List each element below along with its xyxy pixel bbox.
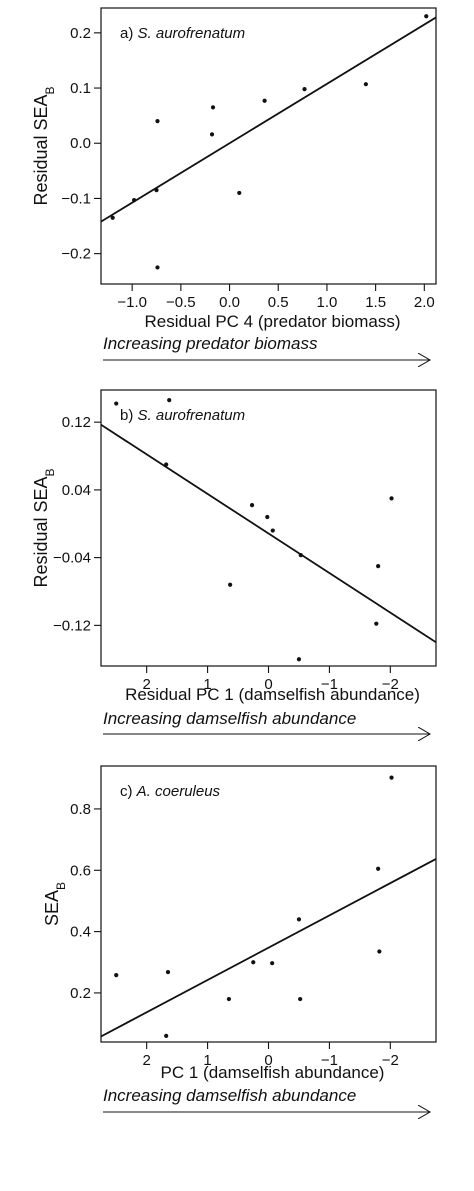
y-axis-title: Residual SEAB xyxy=(31,86,57,205)
panel-c: 2 1 0 −1 −2 0.2 0.4 0.6 0.8 c) A. coeruleus PC 1 (… xyxy=(42,765,437,1112)
data-point xyxy=(296,657,302,662)
y-tick-label: −0.04 xyxy=(53,550,91,567)
x-tick-label: 2 xyxy=(143,676,151,693)
x-axis-title: Residual PC 4 (predator biomass) xyxy=(144,312,400,331)
x-tick-label: 0.0 xyxy=(219,294,240,311)
y-tick-label: 0.2 xyxy=(70,25,91,42)
data-point xyxy=(270,528,275,533)
x-tick-label: −1 xyxy=(321,1052,338,1069)
x-tick-label: 0 xyxy=(264,676,272,693)
data-point xyxy=(389,496,394,501)
x-axis-title: Residual PC 1 (damselfish abundance) xyxy=(125,685,420,704)
data-point xyxy=(167,398,172,403)
y-tick-label: 0.4 xyxy=(70,924,91,941)
data-point xyxy=(210,105,216,110)
data-point xyxy=(377,949,382,954)
x-tick-label: −2 xyxy=(382,1052,399,1069)
data-point xyxy=(155,265,160,270)
y-tick-label: 0.0 xyxy=(70,135,91,152)
x-tick-label: 2 xyxy=(143,1052,151,1069)
data-point xyxy=(298,552,303,558)
data-point xyxy=(114,401,119,406)
data-point xyxy=(296,917,302,922)
y-tick-label: 0.04 xyxy=(62,482,91,499)
data-point xyxy=(389,775,394,780)
data-point xyxy=(114,973,119,978)
panel-label: a) S. aurofrenatum xyxy=(120,25,245,42)
data-point xyxy=(249,503,255,508)
data-point xyxy=(424,14,429,19)
regression-line xyxy=(101,16,436,223)
panel-b: 2 1 0 −1 −2 0.12 0.04 −0.04 −0.12 b) S. aurofrena… xyxy=(31,389,437,734)
data-point xyxy=(164,462,169,467)
y-axis-title: SEAB xyxy=(42,882,68,926)
data-point xyxy=(209,132,215,137)
data-point xyxy=(376,866,381,871)
x-tick-label: −0.5 xyxy=(166,294,196,311)
y-tick-label: 0.8 xyxy=(70,801,91,818)
data-point xyxy=(298,996,303,1002)
arrow-label: Increasing predator biomass xyxy=(103,334,318,353)
y-tick-label: 0.12 xyxy=(62,414,91,431)
data-point xyxy=(237,190,242,196)
x-tick-label: 1.0 xyxy=(317,294,338,311)
y-axis-title: Residual SEAB xyxy=(31,468,57,587)
data-point xyxy=(251,960,256,965)
data-point xyxy=(155,119,160,124)
data-point xyxy=(110,215,115,220)
regression-line xyxy=(101,423,436,644)
data-point xyxy=(164,1033,169,1038)
arrow-label: Increasing damselfish abundance xyxy=(103,1086,356,1105)
data-point xyxy=(154,188,159,193)
plot-frame xyxy=(100,389,437,667)
data-point xyxy=(165,969,171,975)
data-point xyxy=(132,197,137,203)
data-point xyxy=(374,621,379,626)
data-point xyxy=(270,961,275,966)
x-tick-label: −1.0 xyxy=(117,294,147,311)
x-tick-label: 1 xyxy=(203,676,211,693)
x-tick-label: 1 xyxy=(203,1052,211,1069)
data-point xyxy=(376,563,381,569)
data-point xyxy=(363,82,368,87)
data-point xyxy=(265,514,270,520)
x-tick-label: 0.5 xyxy=(268,294,289,311)
y-tick-label: 0.2 xyxy=(70,985,91,1002)
y-tick-label: −0.2 xyxy=(61,246,91,263)
data-point xyxy=(226,996,232,1002)
y-tick-label: −0.1 xyxy=(61,190,91,207)
data-point xyxy=(302,87,307,92)
data-point xyxy=(262,98,267,103)
y-tick-label: −0.12 xyxy=(53,617,91,634)
x-axis-title: PC 1 (damselfish abundance) xyxy=(161,1063,385,1082)
arrow-label: Increasing damselfish abundance xyxy=(103,709,356,728)
x-tick-label: −2 xyxy=(382,676,399,693)
y-tick-label: 0.6 xyxy=(70,862,91,879)
x-tick-label: 0 xyxy=(264,1052,272,1069)
regression-line xyxy=(101,858,436,1038)
x-tick-label: −1 xyxy=(321,676,338,693)
panel-label: c) A. coeruleus xyxy=(120,783,221,800)
panel-a: −1.0 −0.5 0.0 0.5 1.0 1.5 2.0 −0.2 −0.1 0.0 0.1 0.2… xyxy=(31,7,437,360)
y-tick-label: 0.1 xyxy=(70,80,91,97)
plot-frame xyxy=(100,765,437,1043)
data-point xyxy=(228,582,233,587)
x-tick-label: 2.0 xyxy=(414,294,435,311)
panel-label: b) S. aurofrenatum xyxy=(120,407,245,424)
x-tick-label: 1.5 xyxy=(365,294,386,311)
plot-frame xyxy=(100,7,437,285)
